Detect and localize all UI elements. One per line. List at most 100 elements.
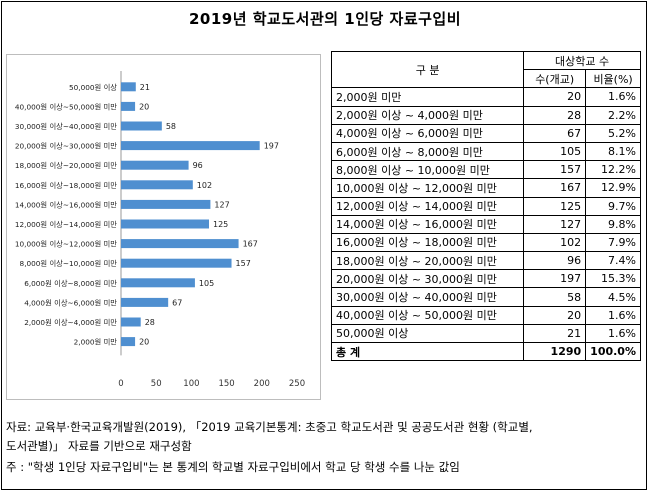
table-row: 18,000원 이상 ~ 20,000원 미만 96 7.4% bbox=[330, 251, 641, 271]
row-ratio: 7.4% bbox=[585, 251, 641, 271]
bar bbox=[121, 219, 209, 229]
row-label: 12,000원 이상 ~ 14,000원 미만 bbox=[330, 196, 525, 216]
row-count: 125 bbox=[523, 196, 587, 216]
row-label: 50,000원 이상 bbox=[330, 323, 525, 344]
table-row: 10,000원 이상 ~ 12,000원 미만 167 12.9% bbox=[330, 178, 641, 198]
row-count: 67 bbox=[523, 123, 587, 143]
bar-chart: 50,000원 이상 21 40,000원 이상~50,000원 미만 20 30,00… bbox=[6, 54, 321, 400]
row-label: 4,000원 이상 ~ 6,000원 미만 bbox=[330, 123, 525, 143]
category-label: 40,000원 이상~50,000원 미만 bbox=[15, 102, 117, 111]
row-count: 167 bbox=[523, 178, 587, 198]
row-ratio: 15.3% bbox=[585, 269, 641, 289]
table-row: 14,000원 이상 ~ 16,000원 미만 127 9.8% bbox=[330, 214, 641, 234]
total-label: 총 계 bbox=[330, 341, 525, 362]
row-count: 157 bbox=[523, 160, 587, 180]
category-label: 2,000원 미만 bbox=[74, 338, 118, 347]
row-label: 20,000원 이상 ~ 30,000원 미만 bbox=[330, 269, 525, 289]
bar-value-label: 20 bbox=[139, 338, 149, 347]
row-ratio: 9.8% bbox=[585, 214, 641, 234]
header-count: 수(개교) bbox=[523, 69, 587, 89]
table-total-row: 총 계 1290 100.0% bbox=[330, 341, 641, 362]
row-ratio: 1.6% bbox=[585, 305, 641, 325]
row-count: 21 bbox=[523, 323, 587, 344]
bar-value-label: 105 bbox=[199, 279, 214, 288]
table-row: 50,000원 이상 21 1.6% bbox=[330, 323, 641, 344]
bar-value-label: 21 bbox=[140, 83, 150, 92]
bar-value-label: 58 bbox=[166, 122, 176, 131]
total-count: 1290 bbox=[523, 341, 587, 362]
row-count: 20 bbox=[523, 87, 587, 107]
bar bbox=[121, 239, 239, 249]
category-label: 16,000원 이상~18,000원 미만 bbox=[15, 181, 117, 190]
row-ratio: 9.7% bbox=[585, 196, 641, 216]
category-label: 14,000원 이상~16,000원 미만 bbox=[15, 200, 117, 209]
table-row: 2,000원 미만 20 1.6% bbox=[330, 87, 641, 107]
data-table: 구 분 대상학교 수 수(개교) 비율(%) 2,000원 미만 20 1.6% 2,… bbox=[330, 50, 641, 362]
row-label: 40,000원 이상 ~ 50,000원 미만 bbox=[330, 305, 525, 325]
table-row: 16,000원 이상 ~ 18,000원 미만 102 7.9% bbox=[330, 232, 641, 253]
bar bbox=[121, 141, 260, 151]
page-title: 2019년 학교도서관의 1인당 자료구입비 bbox=[188, 10, 462, 28]
footnote: 주 : "학생 1인당 자료구입비"는 본 통계의 학교별 자료구입비에서 학교… bbox=[6, 460, 460, 474]
row-label: 8,000원 이상 ~ 10,000원 미만 bbox=[330, 160, 525, 180]
x-tick-label: 100 bbox=[183, 379, 199, 389]
row-count: 127 bbox=[523, 214, 587, 234]
row-label: 30,000원 이상 ~ 40,000원 미만 bbox=[330, 287, 525, 307]
row-ratio: 1.6% bbox=[585, 323, 641, 344]
category-label: 8,000원 이상~10,000원 미만 bbox=[20, 259, 118, 268]
row-count: 58 bbox=[523, 287, 587, 307]
row-label: 2,000원 미만 bbox=[330, 87, 525, 107]
row-ratio: 2.2% bbox=[585, 105, 641, 125]
bar-value-label: 67 bbox=[172, 298, 182, 307]
row-count: 197 bbox=[523, 269, 587, 289]
category-label: 18,000원 이상~20,000원 미만 bbox=[15, 161, 117, 170]
category-label: 12,000원 이상~14,000원 미만 bbox=[15, 220, 117, 229]
category-label: 10,000원 이상~12,000원 미만 bbox=[15, 240, 117, 249]
row-ratio: 4.5% bbox=[585, 287, 641, 307]
header-group: 구 분 bbox=[330, 50, 525, 89]
table-row: 40,000원 이상 ~ 50,000원 미만 20 1.6% bbox=[330, 305, 641, 325]
bar-value-label: 127 bbox=[214, 200, 229, 209]
category-label: 6,000원 이상~8,000원 미만 bbox=[24, 279, 117, 288]
table-header-row-1: 구 분 대상학교 수 bbox=[330, 50, 641, 89]
table-row: 30,000원 이상 ~ 40,000원 미만 58 4.5% bbox=[330, 287, 641, 307]
row-ratio: 1.6% bbox=[585, 87, 641, 107]
source-note-line-1: 자료: 교육부·한국교육개발원(2019), 「2019 교육기본통계: 초중고… bbox=[6, 420, 533, 434]
bar-chart-svg: 50,000원 이상 21 40,000원 이상~50,000원 미만 20 30,00… bbox=[15, 71, 305, 389]
row-count: 102 bbox=[523, 232, 587, 253]
bar-value-label: 197 bbox=[264, 142, 279, 151]
table-row: 12,000원 이상 ~ 14,000원 미만 125 9.7% bbox=[330, 196, 641, 216]
table-row: 2,000원 이상 ~ 4,000원 미만 28 2.2% bbox=[330, 105, 641, 125]
row-ratio: 8.1% bbox=[585, 141, 641, 162]
row-label: 10,000원 이상 ~ 12,000원 미만 bbox=[330, 178, 525, 198]
row-label: 2,000원 이상 ~ 4,000원 미만 bbox=[330, 105, 525, 125]
row-ratio: 7.9% bbox=[585, 232, 641, 253]
bar bbox=[121, 101, 136, 111]
x-tick-label: 150 bbox=[218, 379, 234, 389]
bar-value-label: 102 bbox=[197, 181, 212, 190]
table-row: 6,000원 이상 ~ 8,000원 미만 105 8.1% bbox=[330, 141, 641, 162]
category-label: 2,000원 이상~4,000원 미만 bbox=[24, 318, 117, 327]
bar-value-label: 157 bbox=[236, 259, 251, 268]
bar bbox=[121, 317, 141, 327]
bar bbox=[121, 199, 211, 209]
row-ratio: 5.2% bbox=[585, 123, 641, 143]
bar bbox=[121, 180, 193, 190]
table-row: 8,000원 이상 ~ 10,000원 미만 157 12.2% bbox=[330, 160, 641, 180]
category-label: 20,000원 이상~30,000원 미만 bbox=[15, 142, 117, 151]
row-count: 28 bbox=[523, 105, 587, 125]
total-ratio: 100.0% bbox=[585, 341, 641, 362]
header-ratio: 비율(%) bbox=[585, 69, 641, 89]
bar bbox=[121, 121, 162, 131]
row-label: 14,000원 이상 ~ 16,000원 미만 bbox=[330, 214, 525, 234]
row-label: 18,000원 이상 ~ 20,000원 미만 bbox=[330, 251, 525, 271]
bar-value-label: 20 bbox=[139, 102, 149, 111]
table-row: 20,000원 이상 ~ 30,000원 미만 197 15.3% bbox=[330, 269, 641, 289]
bar bbox=[121, 337, 136, 347]
bar bbox=[121, 160, 189, 170]
row-count: 20 bbox=[523, 305, 587, 325]
bar-value-label: 28 bbox=[145, 318, 155, 327]
source-note-line-2: 도서관별)」 자료를 기반으로 재구성함 bbox=[6, 439, 192, 453]
category-label: 30,000원 이상~40,000원 미만 bbox=[15, 122, 117, 131]
